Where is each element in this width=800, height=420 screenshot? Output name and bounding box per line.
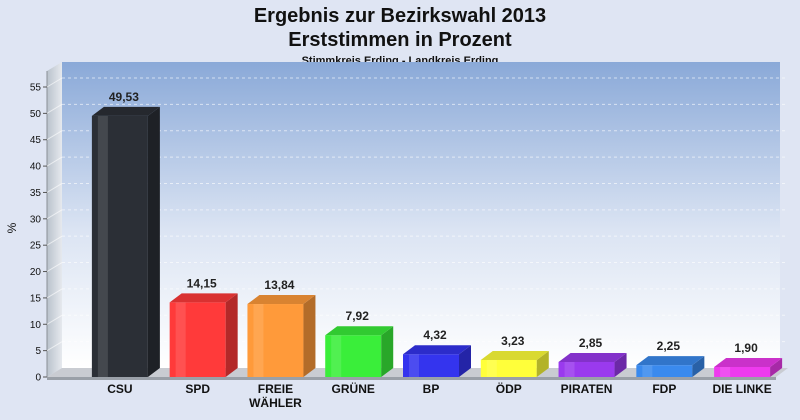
value-label: 2,25 [657,339,681,353]
bar-side [459,345,471,377]
bar-csu: 49,53 [91,90,160,377]
value-label: 7,92 [346,309,370,323]
bar-top [636,356,705,366]
bar-top [480,350,549,360]
category-label: GRÜNE [332,381,375,396]
y-axis-ticks: 0 5 10 15 20 25 30 35 40 45 50 55 [30,83,47,384]
bar-spd: 14,15 [169,276,238,377]
value-label: 4,32 [423,328,447,342]
plot-floor-edge [47,377,776,380]
category-label: SPD [185,382,210,396]
gridline-side [46,262,63,272]
bar-side [225,293,238,377]
value-label: 13,84 [264,278,294,292]
bar-top [247,295,316,305]
category-label: FDP [652,382,676,396]
y-tick-label: 5 [35,346,41,357]
bar-bp: 4,32 [403,328,471,377]
bar-side [381,326,394,377]
y-tick-label: 20 [30,267,42,278]
bar-side [770,357,783,377]
bar-side [614,352,627,377]
bar-highlight [175,302,186,377]
gridline-side [46,77,63,88]
category-label: CSU [107,382,132,396]
bar-front [325,335,382,377]
bar-highlight [253,304,264,377]
bar-highlight [486,359,497,377]
bar-top [169,293,238,303]
bar-highlight [564,361,575,377]
bar-front [636,365,693,377]
gridline-side [46,341,63,352]
y-tick-label: 35 [30,188,42,199]
bar-ödp: 3,23 [480,334,549,377]
y-tick-label: 55 [30,83,42,94]
gridline-side [46,130,63,141]
value-label: 2,85 [579,336,603,350]
chart-title: Ergebnis zur Bezirkswahl 2013 [253,5,547,27]
bar-front [714,366,771,377]
bar-die-linke: 1,90 [714,341,783,377]
plot-side-wall [47,62,62,377]
gridline-side [46,103,63,114]
category-label: BP [423,382,440,396]
y-tick-label: 30 [30,214,42,225]
bar-front [558,361,615,377]
gridline-side [46,314,63,325]
bar-top [325,326,394,336]
bar-highlight [642,365,653,377]
category-label: ÖDP [496,381,522,396]
bars: 49,53 14,15 13,84 7,92 4,32 3,23 2,85 2,25 1,90 [91,90,783,377]
bar-top [91,106,160,116]
y-tick-label: 25 [30,241,42,252]
value-label: 14,15 [187,276,217,290]
chart-subtitle: Erststimmen in Prozent [288,29,512,51]
gridline-side [46,235,63,246]
value-label: 49,53 [109,90,139,104]
bar-piraten: 2,85 [558,336,627,377]
bar-highlight [409,354,419,377]
bar-top [403,345,471,355]
bar-side [147,106,160,377]
bar-front [247,304,304,377]
y-axis-label: % [5,222,19,233]
gridline-side [46,209,63,220]
y-tick-label: 50 [30,109,42,120]
bar-highlight [720,366,731,377]
bar-side [303,295,316,377]
bar-front [91,115,148,377]
y-tick-label: 0 [35,373,41,384]
bar-front [403,354,459,377]
y-tick-label: 15 [30,293,42,304]
bar-fdp: 2,25 [636,339,705,377]
bar-side [536,350,549,377]
y-tick-label: 10 [30,320,42,331]
value-label: 1,90 [734,341,758,355]
gridline-side [46,183,63,193]
category-label: PIRATEN [561,382,613,396]
bar-front [480,359,537,377]
value-label: 3,23 [501,334,525,348]
bar-side [692,356,705,377]
y-tick-label: 45 [30,135,42,146]
category-label: FREIE WÄHLER [249,382,302,410]
gridline-side [46,288,63,299]
bar-grüne: 7,92 [325,309,394,377]
gridline-side [46,156,63,167]
bar-top [558,352,627,362]
category-label: DIE LINKE [712,382,771,396]
bar-top [714,357,783,367]
y-tick-label: 40 [30,162,42,173]
bar-front [169,302,226,377]
x-axis-labels: CSU SPD FREIE WÄHLER GRÜNE BP ÖDP PIRATEN FDP DIE… [107,381,772,410]
bar-freie-wähler: 13,84 [247,278,316,377]
bar-highlight [97,115,108,377]
bar-highlight [331,335,342,377]
